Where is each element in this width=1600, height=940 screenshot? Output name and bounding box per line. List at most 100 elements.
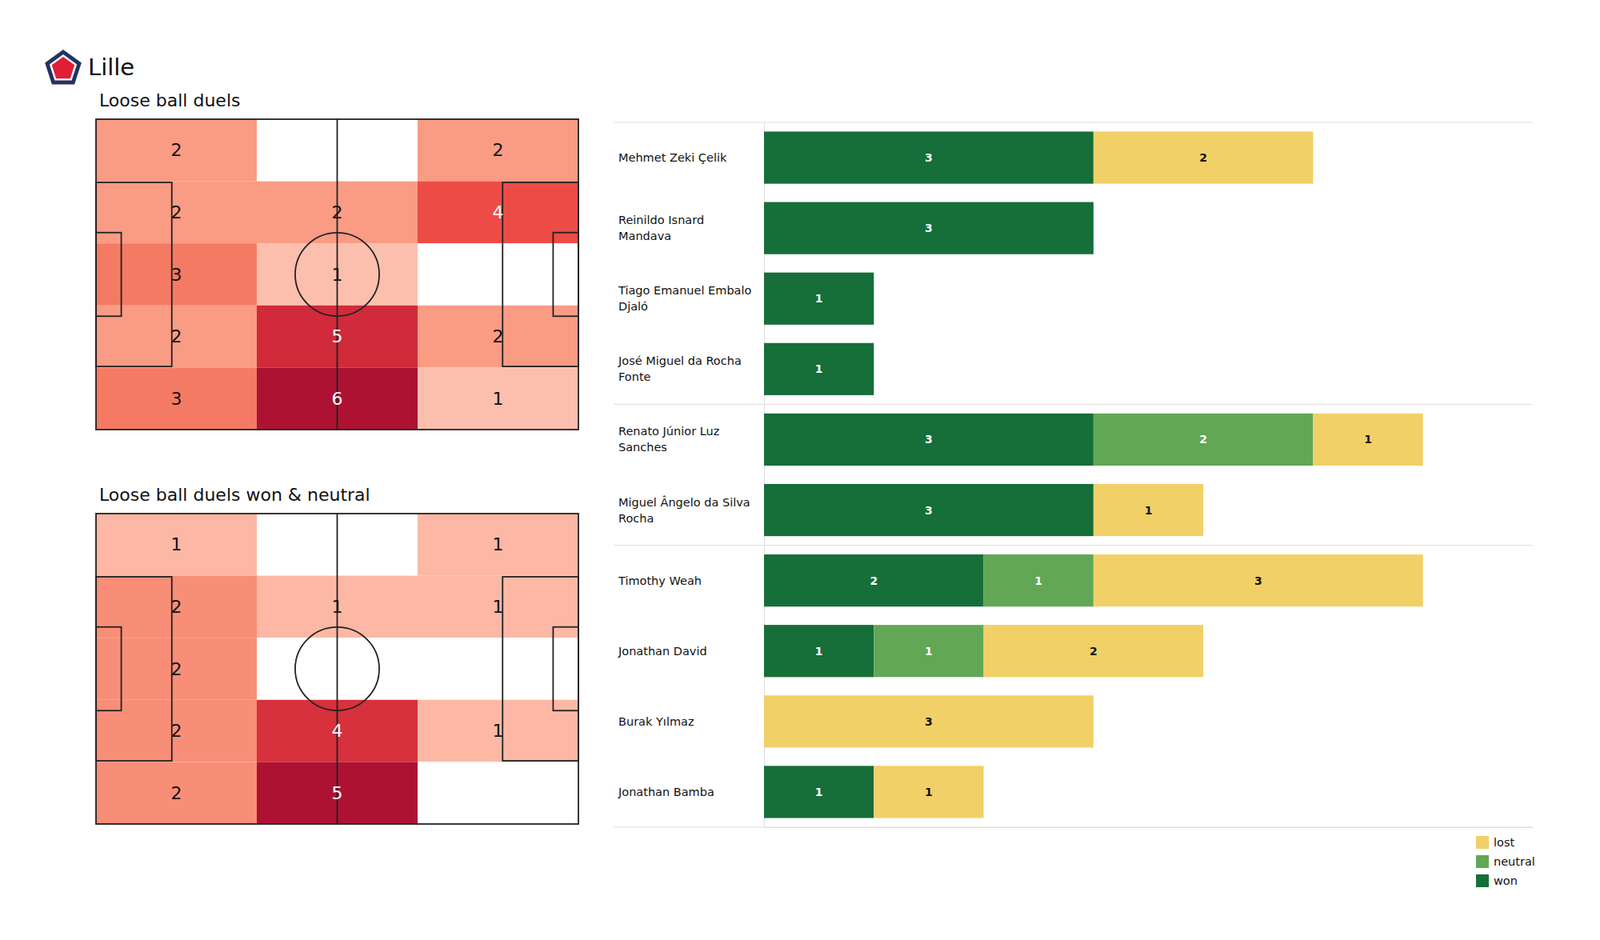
penalty-box: [96, 182, 172, 367]
legend-swatch: [1476, 836, 1489, 849]
x-axis: [764, 827, 1534, 828]
heatmap-cell: [96, 576, 257, 639]
bar-segment: [1312, 413, 1423, 466]
cell-label: 2: [171, 659, 183, 680]
data-label: 2: [1089, 644, 1098, 658]
legend-swatch: [1476, 855, 1489, 868]
data-label: 1: [1144, 504, 1153, 517]
legend: lostneutralwon: [1476, 836, 1536, 888]
cell-label: 6: [332, 388, 344, 409]
heatmap: [96, 513, 579, 824]
data-label: 2: [869, 574, 878, 588]
bar-segment: [764, 484, 1094, 536]
bar-segment: [984, 624, 1204, 677]
cell-label: 2: [171, 783, 183, 804]
pitch-frame: [96, 513, 579, 824]
data-label: 1: [924, 644, 933, 658]
heatmap-cell: [96, 305, 257, 368]
heatmap-cell: [96, 119, 257, 182]
cell-label: 2: [171, 202, 183, 223]
pitch-lines: [96, 513, 579, 824]
cell-label: 1: [492, 388, 504, 409]
data-label: 1: [924, 785, 933, 799]
cell-label: 3: [171, 388, 183, 409]
data-label: 1: [815, 362, 824, 376]
cell-label: 5: [332, 783, 344, 804]
cell-label: 1: [492, 720, 504, 741]
cell-label: 4: [332, 720, 344, 741]
bar-segment: [1093, 484, 1204, 536]
bar-segment: [764, 131, 1094, 184]
bar-segment: [873, 343, 875, 396]
category-label: Miguel Ângelo da SilvaRocha: [618, 495, 751, 525]
category-label: Mehmet Zeki Çelik: [618, 151, 728, 164]
bar-segment: [764, 413, 1094, 466]
cell-label: 4: [492, 202, 504, 223]
separator-line: [613, 404, 1533, 405]
heatmap-cell: [417, 181, 579, 244]
bar-segment: [764, 343, 874, 396]
penalty-box: [502, 576, 579, 761]
x-axis-line: [764, 827, 1534, 828]
heatmap-cell: [417, 637, 579, 700]
bar-segment: [873, 272, 875, 325]
logo-ring: [49, 54, 77, 81]
bar-segment: [764, 695, 1094, 748]
category-label: Jonathan Bamba: [617, 785, 715, 799]
bar-segment: [764, 202, 1094, 255]
data-label: 3: [1254, 574, 1263, 588]
cell-label: 5: [332, 326, 344, 347]
data-label: 1: [1034, 574, 1043, 588]
bar-segment: [873, 765, 984, 818]
legend-label: lost: [1493, 836, 1515, 849]
goal-area: [96, 627, 122, 712]
cell-label: 1: [171, 534, 183, 555]
center-circle: [295, 627, 380, 711]
heatmap-labels: 11211224125: [171, 534, 504, 803]
heatmap-cell: [96, 181, 257, 244]
legend-swatch: [1476, 874, 1489, 888]
heatmap-cell: [417, 367, 579, 430]
separator-line: [613, 122, 1533, 124]
goal-area: [552, 232, 579, 317]
data-label: 3: [924, 151, 933, 164]
bar-segment: [1092, 202, 1094, 255]
heatmap-cell: [96, 513, 257, 576]
bar-segment: [764, 272, 874, 325]
heatmap-cell: [417, 305, 579, 368]
heatmap-cell: [96, 761, 257, 824]
data-label: 3: [924, 221, 933, 235]
cell-label: 2: [171, 326, 183, 347]
separator-line: [613, 544, 1533, 546]
pitch-frame: [96, 119, 579, 430]
cell-label: 3: [171, 264, 183, 285]
bar-segment: [873, 343, 875, 396]
heatmap: [96, 119, 579, 430]
heatmap-cell: [417, 119, 579, 182]
category-labels: Mehmet Zeki ÇelikReinildo IsnardMandavaT…: [617, 151, 752, 799]
category-label: José Miguel da RochaFonte: [617, 354, 742, 384]
logo: [44, 49, 82, 84]
cell-label: 1: [332, 596, 344, 617]
bar-segment: [873, 272, 875, 325]
logo-inner: [52, 56, 76, 79]
cell-label: 2: [492, 326, 504, 347]
bar-segment: [873, 624, 984, 677]
heatmap-cell: [417, 761, 579, 824]
heatmap-labels: 2222431252361: [171, 140, 504, 408]
cell-label: 1: [332, 264, 344, 285]
cell-label: 2: [171, 596, 183, 617]
page-title: Lille: [88, 53, 135, 81]
bar-segment: [764, 624, 874, 677]
heatmap-cell: [417, 243, 579, 306]
heatmap-cell: [96, 700, 257, 763]
data-label: 2: [1199, 432, 1208, 446]
pitch-lines: [96, 119, 579, 430]
category-label: Tiago Emanuel EmbaloDjaló: [617, 284, 752, 313]
bars: [764, 131, 1424, 818]
heatmap-cell: [96, 243, 257, 306]
data-label: 1: [1364, 432, 1372, 446]
heatmap-cell: [417, 700, 579, 763]
cell-label: 1: [492, 596, 504, 617]
cell-label: 2: [171, 720, 183, 741]
